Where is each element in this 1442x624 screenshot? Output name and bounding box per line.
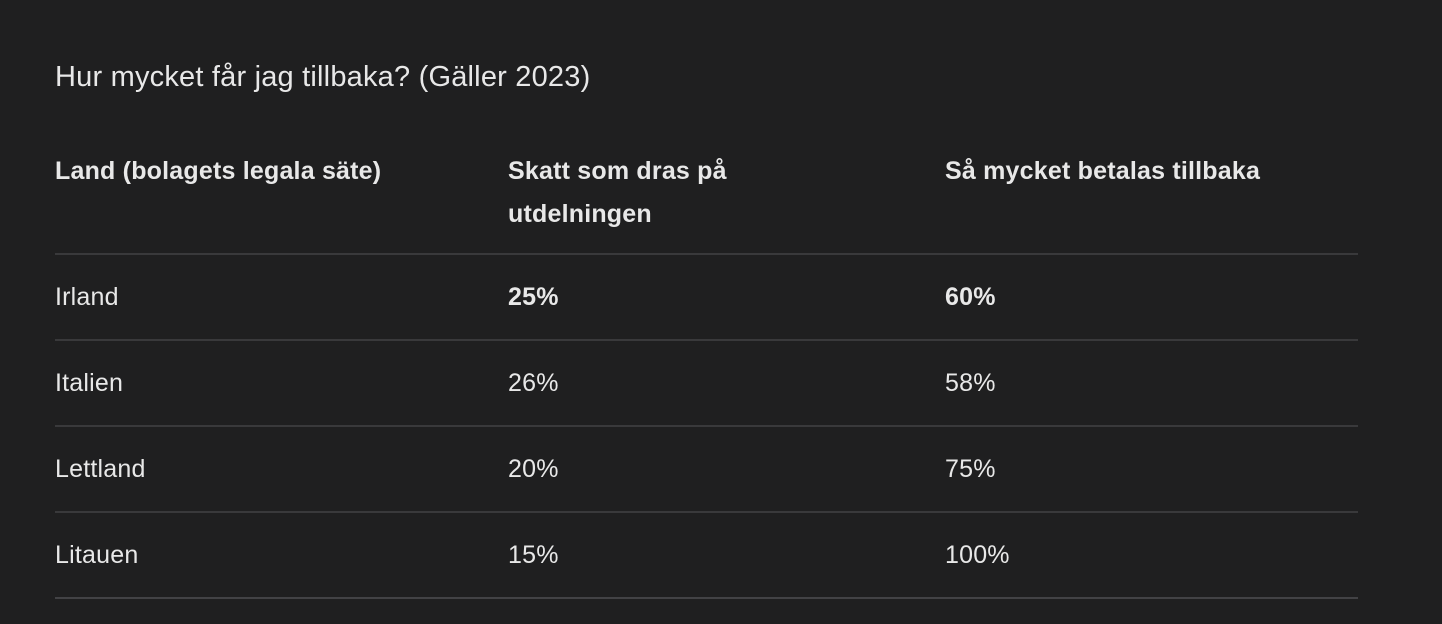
table-row-lettland: Lettland 20% 75% — [55, 427, 1358, 513]
column-header-country: Land (bolagets legala säte) — [55, 157, 382, 185]
cell-country: Irland — [55, 283, 119, 311]
cell-paid-back: 100% — [945, 541, 1010, 569]
page-title: Hur mycket får jag tillbaka? (Gäller 202… — [55, 61, 591, 93]
tax-refund-table: Land (bolagets legala säte) Skatt som dr… — [55, 150, 1358, 599]
table-row-litauen: Litauen 15% 100% — [55, 513, 1358, 599]
cell-tax-withheld: 15% — [508, 541, 559, 569]
table-row-irland: Irland 25% 60% — [55, 255, 1358, 341]
cell-paid-back: 75% — [945, 455, 996, 483]
cell-country: Italien — [55, 369, 124, 397]
cell-country: Litauen — [55, 541, 139, 569]
table-header-row: Land (bolagets legala säte) Skatt som dr… — [55, 150, 1358, 255]
cell-tax-withheld: 20% — [508, 455, 559, 483]
cell-country: Lettland — [55, 455, 146, 483]
column-header-paid-back: Så mycket betalas tillbaka — [945, 157, 1261, 185]
cell-paid-back: 60% — [945, 283, 996, 311]
cell-tax-withheld: 26% — [508, 369, 559, 397]
column-header-tax-withheld: Skatt som dras på utdelningen — [508, 157, 727, 228]
table-row-italien: Italien 26% 58% — [55, 341, 1358, 427]
cell-paid-back: 58% — [945, 369, 996, 397]
cell-tax-withheld: 25% — [508, 283, 559, 311]
